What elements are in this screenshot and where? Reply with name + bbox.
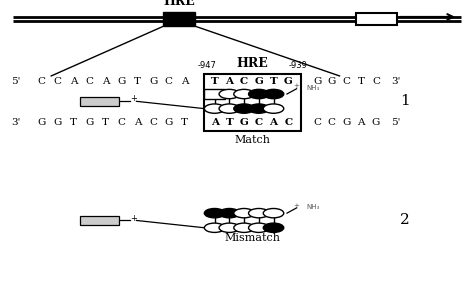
Bar — [80, 216, 118, 225]
Text: -939: -939 — [288, 61, 307, 70]
Circle shape — [204, 223, 225, 232]
Circle shape — [219, 89, 239, 99]
Text: HRE: HRE — [237, 57, 268, 70]
Text: G: G — [328, 77, 336, 86]
Text: A: A — [225, 77, 233, 86]
Text: G: G — [313, 77, 321, 86]
Text: A: A — [270, 118, 277, 127]
Text: C: C — [255, 118, 263, 127]
Circle shape — [263, 104, 284, 113]
Text: FITC: FITC — [91, 216, 107, 225]
Text: C: C — [313, 118, 321, 127]
Text: C: C — [343, 77, 351, 86]
Text: G: G — [37, 118, 46, 127]
Text: +: + — [130, 95, 137, 103]
Text: C: C — [37, 77, 46, 86]
Bar — [204, 89, 225, 99]
Bar — [356, 13, 397, 25]
Text: G: G — [372, 118, 380, 127]
Text: -947: -947 — [198, 61, 216, 70]
Text: G: G — [284, 77, 292, 86]
Text: A: A — [102, 77, 109, 86]
Circle shape — [234, 104, 254, 113]
Text: 2: 2 — [401, 213, 410, 227]
Text: A: A — [357, 118, 365, 127]
Text: T: T — [134, 77, 141, 86]
Circle shape — [219, 104, 239, 113]
Text: +: + — [293, 203, 300, 208]
Circle shape — [234, 89, 254, 99]
Bar — [80, 97, 118, 106]
Text: VEGF: VEGF — [359, 13, 393, 25]
Circle shape — [204, 104, 225, 113]
Text: C: C — [372, 77, 380, 86]
Text: G: G — [342, 118, 351, 127]
Text: C: C — [284, 118, 292, 127]
Text: Match: Match — [234, 135, 270, 145]
Bar — [204, 74, 301, 131]
Text: T: T — [358, 77, 365, 86]
Text: G: G — [118, 77, 126, 86]
Text: HRE: HRE — [164, 0, 195, 8]
Text: T: T — [226, 118, 233, 127]
Text: G: G — [255, 77, 263, 86]
Text: T: T — [181, 118, 188, 127]
Text: G: G — [85, 118, 94, 127]
Circle shape — [248, 208, 269, 218]
Circle shape — [248, 104, 269, 113]
Circle shape — [234, 208, 254, 218]
Circle shape — [263, 89, 284, 99]
Text: C: C — [328, 118, 336, 127]
Text: C: C — [118, 118, 126, 127]
Text: C: C — [150, 118, 158, 127]
Circle shape — [263, 223, 284, 232]
Text: C: C — [54, 77, 62, 86]
Circle shape — [219, 208, 239, 218]
Text: 5': 5' — [11, 77, 21, 86]
Text: 3': 3' — [391, 77, 401, 86]
Circle shape — [263, 208, 284, 218]
Text: A: A — [181, 77, 188, 86]
Text: C: C — [86, 77, 94, 86]
Text: A: A — [70, 77, 77, 86]
Circle shape — [248, 89, 269, 99]
Text: A: A — [134, 118, 141, 127]
Text: C: C — [240, 77, 248, 86]
Text: C: C — [164, 77, 173, 86]
Text: +: + — [293, 84, 300, 89]
Text: NH₃: NH₃ — [306, 85, 319, 91]
Circle shape — [248, 223, 269, 232]
Text: G: G — [164, 118, 173, 127]
Bar — [164, 12, 195, 26]
Text: NH₃: NH₃ — [306, 204, 319, 210]
Text: A: A — [210, 118, 219, 127]
Text: 5': 5' — [391, 118, 401, 127]
Text: T: T — [102, 118, 109, 127]
Text: T: T — [70, 118, 77, 127]
Text: 3': 3' — [11, 118, 21, 127]
Circle shape — [204, 208, 225, 218]
Text: 1: 1 — [401, 94, 410, 108]
Text: T: T — [270, 77, 277, 86]
Text: G: G — [240, 118, 248, 127]
Text: FITC: FITC — [91, 97, 107, 106]
Text: G: G — [54, 118, 62, 127]
Circle shape — [234, 223, 254, 232]
Text: G: G — [149, 77, 158, 86]
Circle shape — [219, 223, 239, 232]
Text: +: + — [130, 214, 137, 223]
Text: Mismatch: Mismatch — [224, 233, 281, 243]
Text: T: T — [211, 77, 219, 86]
